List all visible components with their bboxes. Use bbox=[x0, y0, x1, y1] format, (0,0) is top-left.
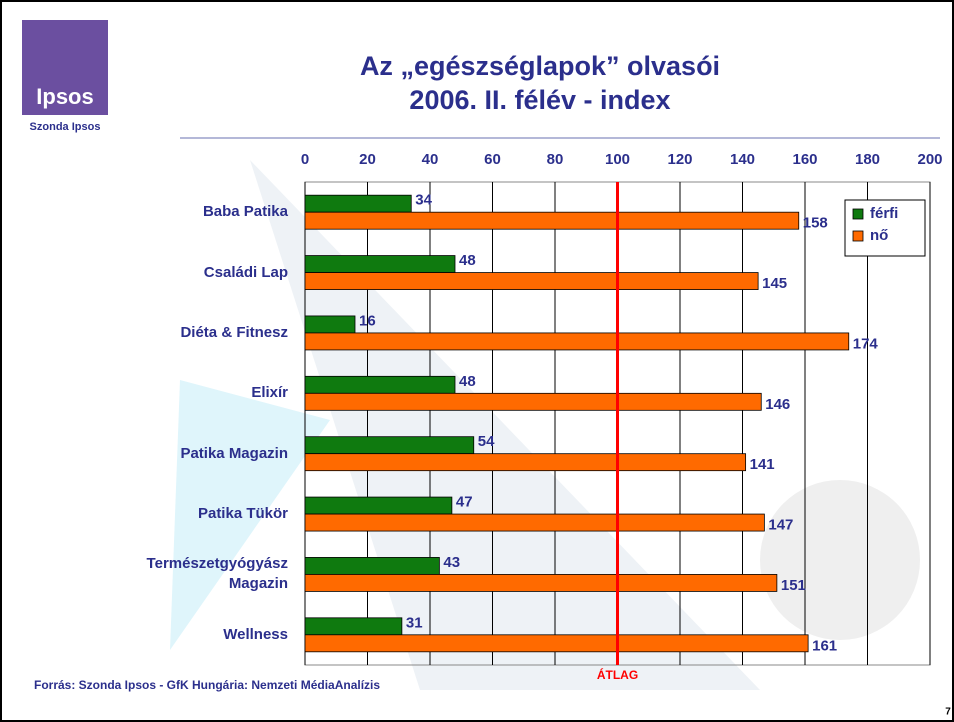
data-label: 54 bbox=[478, 433, 495, 450]
legend-swatch bbox=[852, 230, 864, 242]
page-number: 7 bbox=[945, 707, 951, 718]
y-tick-label: Wellness bbox=[223, 625, 288, 643]
x-tick-label: 180 bbox=[855, 151, 880, 168]
bar bbox=[304, 332, 850, 351]
logo-text: Ipsos bbox=[36, 84, 93, 109]
bar bbox=[304, 617, 403, 636]
y-tick-label: Diéta & Fitnesz bbox=[180, 323, 288, 341]
data-label: 146 bbox=[765, 396, 790, 413]
y-tick-label: Családi Lap bbox=[203, 263, 288, 281]
bar bbox=[304, 272, 759, 290]
legend-label: nő bbox=[870, 227, 888, 244]
x-tick-label: 120 bbox=[667, 151, 692, 168]
data-label: 145 bbox=[762, 275, 787, 292]
x-tick-label: 20 bbox=[359, 151, 376, 168]
bar bbox=[304, 436, 475, 455]
y-tick-label: Patika Magazin bbox=[180, 444, 288, 462]
bar bbox=[304, 574, 778, 592]
legend-label: férfi bbox=[870, 205, 898, 222]
x-tick-label: 80 bbox=[547, 151, 564, 168]
data-label: 48 bbox=[459, 252, 476, 269]
data-label: 16 bbox=[359, 312, 376, 329]
chart-title: 2006. II. félév - index bbox=[409, 85, 670, 115]
data-label: 147 bbox=[768, 517, 793, 534]
data-label: 43 bbox=[443, 554, 460, 571]
data-label: 151 bbox=[781, 577, 806, 594]
logo-box bbox=[22, 20, 108, 115]
bar bbox=[304, 634, 809, 653]
bar bbox=[304, 315, 356, 334]
data-label: 158 bbox=[803, 215, 828, 232]
data-label: 47 bbox=[456, 494, 473, 511]
y-tick-label: Természetgyógyász Magazin bbox=[146, 555, 288, 593]
x-tick-label: 140 bbox=[730, 151, 755, 168]
source: Forrás: Szonda Ipsos - GfK Hungária: Nem… bbox=[34, 678, 380, 692]
x-tick-label: 40 bbox=[422, 151, 439, 168]
x-tick-label: 60 bbox=[484, 151, 501, 168]
bar bbox=[304, 375, 456, 394]
data-label: 161 bbox=[812, 637, 837, 654]
x-tick-label: 0 bbox=[301, 151, 309, 168]
chart-title: Az „egészséglapok” olvasói bbox=[360, 51, 720, 81]
data-label: 174 bbox=[853, 335, 879, 352]
decor bbox=[170, 380, 330, 650]
data-label: 48 bbox=[459, 373, 476, 390]
bar bbox=[304, 392, 762, 411]
x-tick-label: 200 bbox=[917, 151, 942, 168]
bar bbox=[304, 513, 765, 532]
bar bbox=[304, 255, 456, 273]
logo-caption: Szonda Ipsos bbox=[30, 121, 101, 133]
bar bbox=[304, 453, 747, 472]
x-tick-label: 100 bbox=[605, 151, 630, 168]
data-label: 34 bbox=[415, 192, 432, 209]
bar bbox=[304, 211, 800, 230]
y-tick-label: Baba Patika bbox=[202, 203, 288, 221]
y-tick-label: Elixír bbox=[251, 384, 288, 402]
reference-label: ÁTLAG bbox=[597, 667, 638, 682]
data-label: 31 bbox=[406, 614, 423, 631]
legend-swatch bbox=[852, 208, 864, 220]
data-label: 141 bbox=[750, 456, 775, 473]
x-tick-label: 160 bbox=[792, 151, 817, 168]
decor bbox=[760, 480, 920, 640]
bar bbox=[304, 557, 440, 575]
bar bbox=[304, 194, 412, 213]
bar bbox=[304, 496, 453, 515]
y-tick-label: Patika Tükör bbox=[197, 505, 288, 523]
